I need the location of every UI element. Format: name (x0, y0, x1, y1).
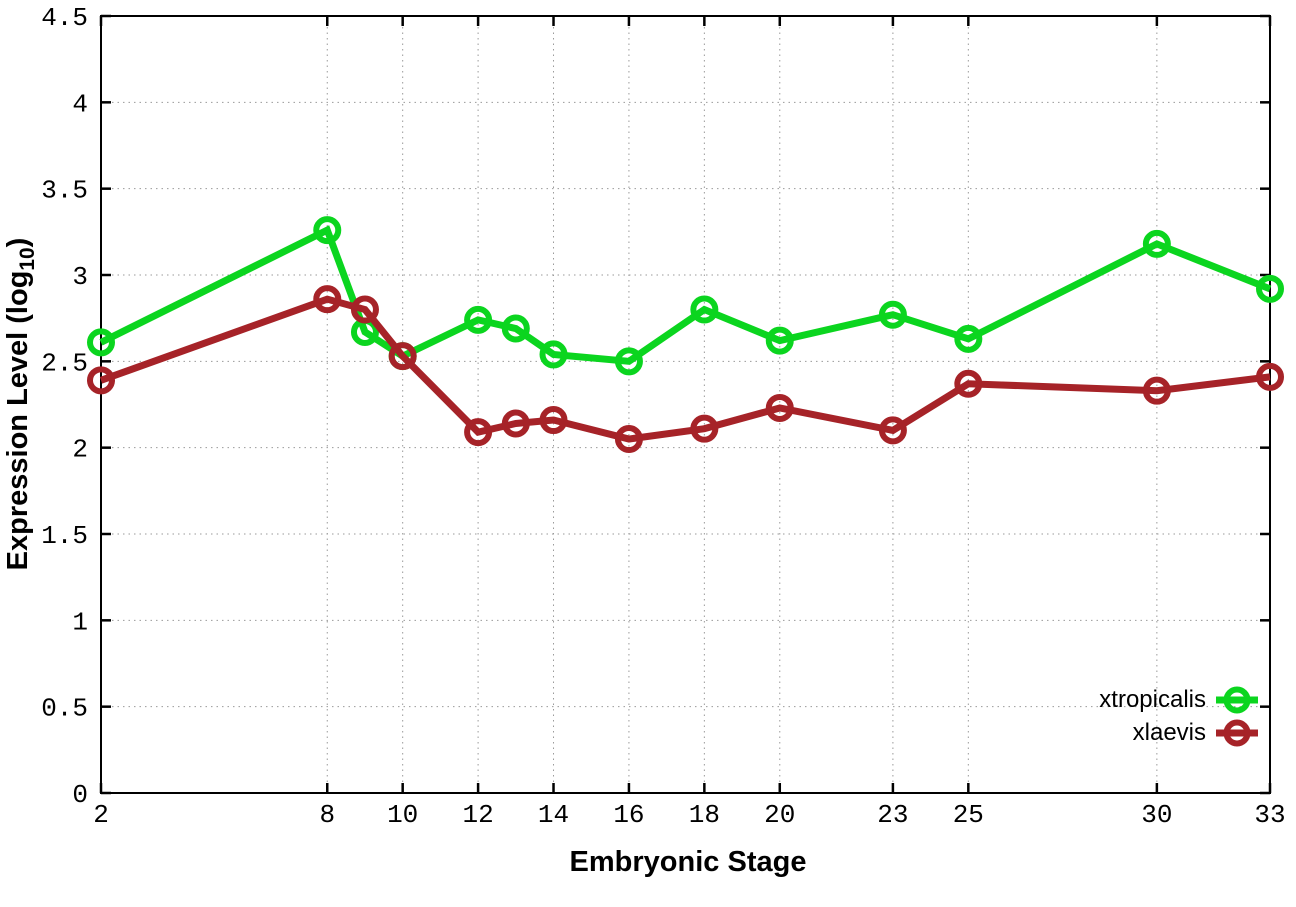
x-tick-label-2: 2 (93, 800, 109, 830)
xlaevis-marker-icon (1216, 717, 1258, 749)
legend-item-xtropicalis: xtropicalis (1099, 684, 1258, 715)
x-tick-label-12: 12 (462, 800, 493, 830)
x-tick-label-18: 18 (689, 800, 720, 830)
y-tick-label-1: 1 (72, 607, 88, 637)
x-tick-label-14: 14 (538, 800, 569, 830)
data-point-xlaevis-stage-18 (690, 414, 719, 443)
data-point-xtropicalis-stage-14 (539, 340, 568, 369)
data-point-xlaevis-stage-25 (954, 369, 983, 398)
xtropicalis-marker-icon (1216, 684, 1258, 716)
data-point-xlaevis-stage-20 (765, 393, 794, 422)
legend: xtropicalis xlaevis (1099, 684, 1258, 748)
y-tick-label-2.5: 2.5 (41, 348, 88, 378)
data-point-xlaevis-stage-10 (388, 342, 417, 371)
data-point-xtropicalis-stage-23 (878, 300, 907, 329)
data-point-xlaevis-stage-33 (1256, 362, 1284, 391)
data-point-xlaevis-stage-13 (501, 409, 530, 438)
y-tick-label-0: 0 (72, 780, 88, 810)
x-tick-label-23: 23 (877, 800, 908, 830)
y-axis-title-subscript: 10 (15, 247, 39, 271)
y-tick-label-3: 3 (72, 262, 88, 292)
data-point-xtropicalis-stage-16 (614, 347, 643, 376)
x-axis-title: Embryonic Stage (569, 846, 807, 878)
data-point-xtropicalis-stage-33 (1256, 274, 1284, 303)
data-point-xtropicalis-stage-13 (501, 314, 530, 343)
series-line-xtropicalis (99, 225, 1272, 365)
y-tick-label-4: 4 (72, 89, 88, 119)
x-tick-label-8: 8 (319, 800, 335, 830)
y-tick-label-1.5: 1.5 (41, 521, 88, 551)
x-tick-label-10: 10 (387, 800, 418, 830)
legend-label-xtropicalis: xtropicalis (1099, 685, 1206, 713)
legend-item-xlaevis: xlaevis (1099, 717, 1258, 748)
y-tick-label-4.5: 4.5 (41, 3, 88, 33)
data-point-xtropicalis-stage-8 (313, 216, 342, 245)
y-tick-label-0.5: 0.5 (41, 694, 88, 724)
y-tick-label-3.5: 3.5 (41, 176, 88, 206)
data-point-xlaevis-stage-12 (464, 418, 493, 447)
data-point-xlaevis-stage-23 (878, 416, 907, 445)
data-point-xlaevis-stage-2 (87, 366, 115, 395)
x-tick-label-30: 30 (1141, 800, 1172, 830)
y-axis-title: Expression Level (log10) (2, 238, 40, 571)
data-point-xtropicalis-stage-25 (954, 324, 983, 353)
data-point-xtropicalis-stage-20 (765, 326, 794, 355)
data-point-xlaevis-stage-30 (1142, 376, 1171, 405)
data-point-xlaevis-stage-8 (313, 285, 342, 314)
plot-border (100, 15, 1271, 794)
legend-label-xlaevis: xlaevis (1132, 718, 1206, 746)
data-point-xtropicalis-stage-12 (464, 305, 493, 334)
x-tick-label-25: 25 (953, 800, 984, 830)
x-tick-label-33: 33 (1254, 800, 1285, 830)
y-tick-label-2: 2 (72, 435, 88, 465)
data-point-xtropicalis-stage-18 (690, 295, 719, 324)
data-point-xtropicalis-stage-30 (1142, 229, 1171, 258)
data-point-xlaevis-stage-14 (539, 406, 568, 435)
x-tick-label-20: 20 (764, 800, 795, 830)
data-point-xlaevis-stage-16 (614, 425, 643, 454)
data-point-xtropicalis-stage-2 (87, 328, 115, 357)
y-axis-title-suffix: ) (2, 237, 35, 248)
x-tick-label-16: 16 (613, 800, 644, 830)
y-axis-title-text: Expression Level (log (2, 270, 35, 571)
data-point-xlaevis-stage-9 (350, 295, 379, 324)
